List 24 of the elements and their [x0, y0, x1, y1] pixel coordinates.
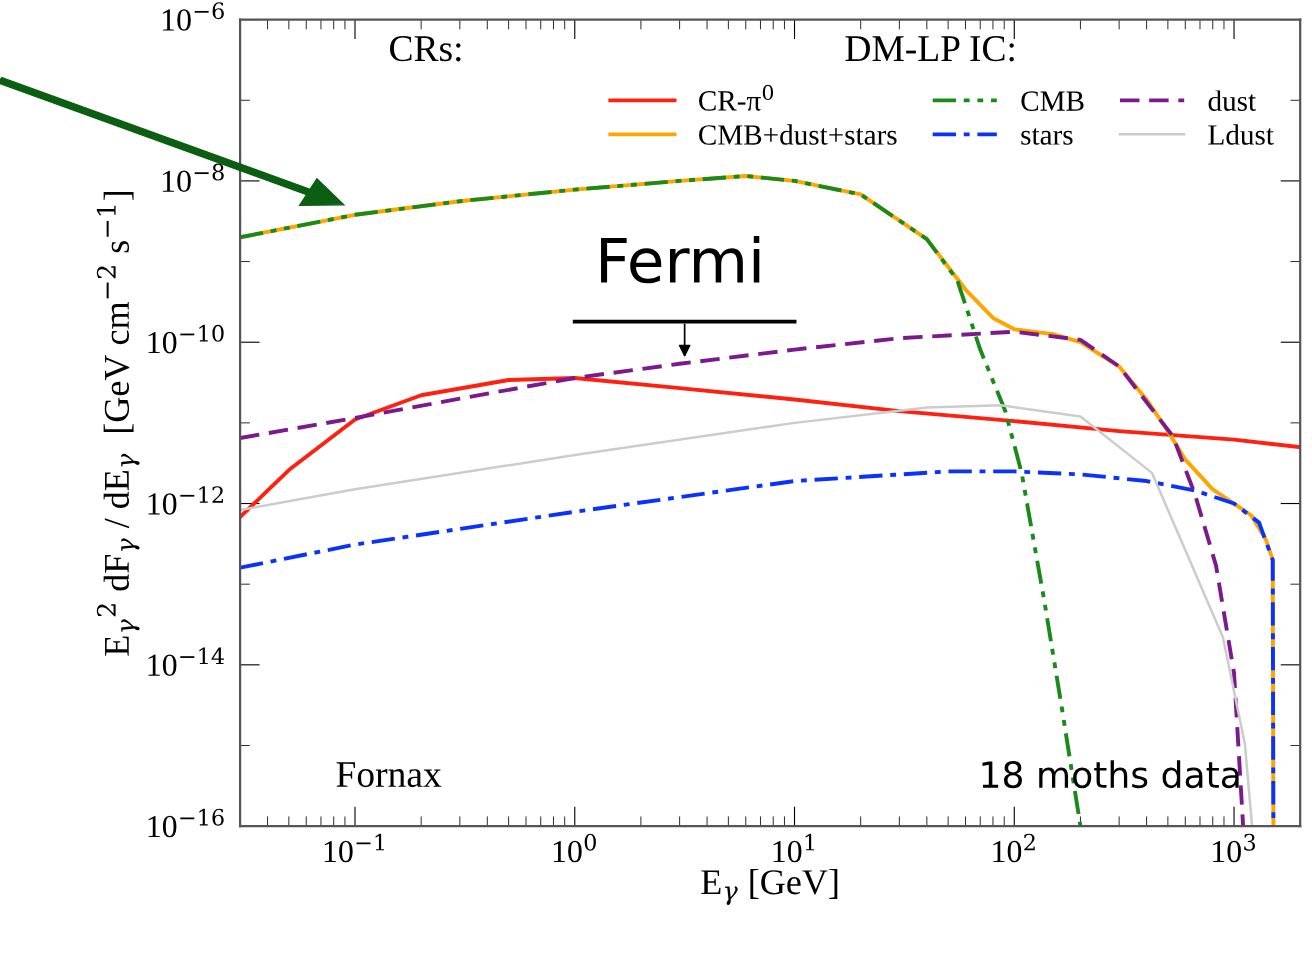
legend-label: stars [1021, 128, 1073, 145]
x-tick-label: 10$^{−1}$ [324, 833, 384, 863]
text: E$_{γ}$$^{2}$ dF$_{γ}$ / dE$_{γ}$ [GeV cm$^{−2}$ s$^{−1}$] [96, 191, 140, 656]
annotation: DM-LP IC: [845, 36, 1014, 62]
y-tick-label: 10$^{−6}$ [162, 2, 224, 31]
y-tick-label: 10$^{−12}$ [148, 486, 223, 515]
y-tick-label: 10$^{−14}$ [148, 647, 225, 676]
x-tick-label: 10$^{1}$ [773, 833, 815, 863]
x-tick-label: 10$^{3}$ [1213, 833, 1256, 863]
y-tick-label: 10$^{−10}$ [148, 324, 224, 354]
x-tick-label: 10$^{2}$ [993, 833, 1035, 863]
annotation: 18 moths data [982, 760, 1239, 789]
legend-label: CR-π$^{0}$ [699, 84, 774, 111]
x-tick-label: 10$^{0}$ [553, 833, 596, 863]
legend-label: CMB+dust+stars [699, 124, 897, 145]
annotation: Fermi [601, 236, 760, 284]
legend-label: CMB [1021, 91, 1084, 111]
legend-label: Ldust [1208, 124, 1274, 145]
annotation: CRs: [390, 36, 461, 62]
annotation: Fornax [336, 762, 442, 788]
legend-label: dust [1208, 90, 1256, 111]
y-tick-label: 10$^{−16}$ [148, 808, 224, 838]
y-tick-label: 10$^{−8}$ [162, 163, 224, 193]
x-axis-title: E$_{γ}$ [GeV] [701, 869, 838, 905]
